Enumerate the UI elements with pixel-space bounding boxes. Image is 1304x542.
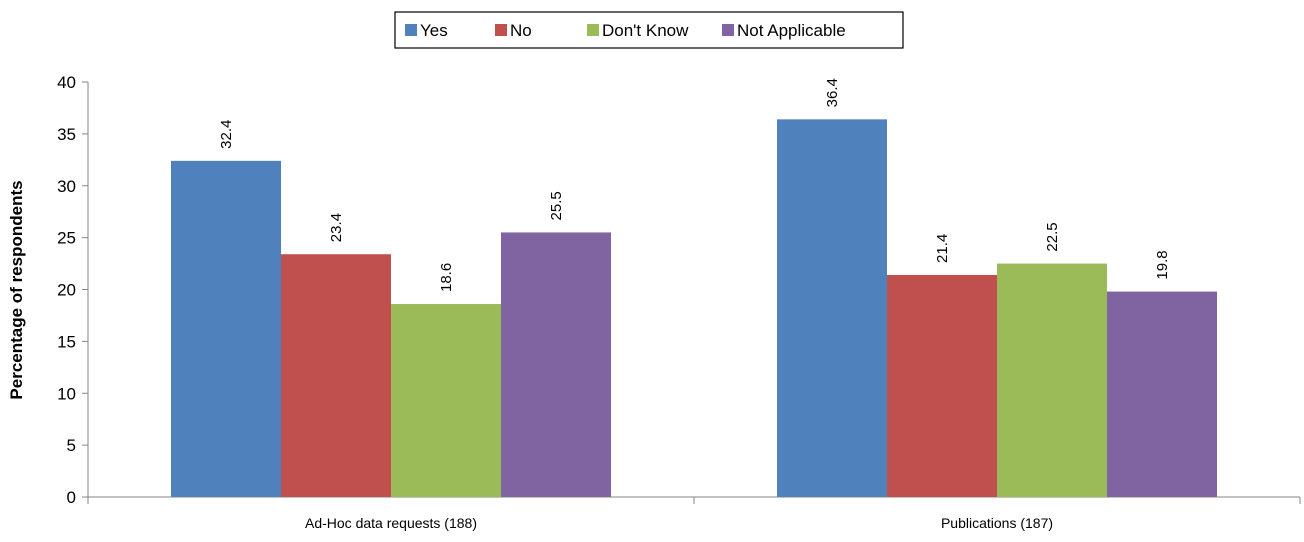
legend-label-no: No (510, 21, 532, 40)
legend: Yes No Don't Know Not Applicable (394, 11, 904, 49)
y-tick-label: 30 (57, 177, 76, 196)
data-labels: 32.4 23.4 18.6 25.5 36.4 21.4 22.5 19.8 (218, 78, 1171, 292)
y-tick-label: 20 (57, 281, 76, 300)
data-label-don-t-know-1: 18.6 (438, 263, 455, 292)
legend-label-not-applicable: Not Applicable (737, 21, 846, 40)
legend-box (394, 11, 904, 49)
y-tick-label: 40 (57, 73, 76, 92)
data-label-yes-2: 36.4 (824, 78, 841, 107)
legend-swatch-no (495, 24, 507, 36)
y-tick-label: 25 (57, 229, 76, 248)
data-label-not-applicable-1: 25.5 (548, 191, 565, 220)
x-category-label: Ad-Hoc data requests (188) (305, 515, 477, 531)
bar-not-applicable-2 (1107, 291, 1217, 497)
data-label-no-1: 23.4 (328, 213, 345, 242)
bar-no-2 (887, 274, 997, 497)
y-tick-label: 5 (67, 436, 76, 455)
y-axis-title: Percentage of respondents (7, 180, 26, 399)
bar-yes-1 (171, 160, 281, 497)
bars (171, 119, 1217, 497)
legend-label-don-t-know: Don't Know (602, 21, 689, 40)
y-axis: 0 5 10 15 20 25 30 35 40 (57, 73, 89, 507)
y-tick-label: 10 (57, 384, 76, 403)
y-tick-label: 15 (57, 332, 76, 351)
y-tick-label: 35 (57, 125, 76, 144)
bar-don-t-know-1 (391, 304, 501, 497)
legend-label-yes: Yes (420, 21, 448, 40)
bar-yes-2 (777, 119, 887, 497)
y-tick-label: 0 (67, 488, 76, 507)
x-category-label: Publications (187) (941, 515, 1053, 531)
x-axis: Ad-Hoc data requests (188) Publications (… (87, 496, 1301, 531)
bar-not-applicable-1 (501, 232, 611, 497)
data-label-don-t-know-2: 22.5 (1044, 222, 1061, 251)
legend-swatch-yes (405, 24, 417, 36)
legend-swatch-don-t-know (587, 24, 599, 36)
bar-no-1 (281, 254, 391, 497)
data-label-no-2: 21.4 (934, 234, 951, 263)
legend-swatch-not-applicable (722, 24, 734, 36)
data-label-not-applicable-2: 19.8 (1154, 250, 1171, 279)
bar-don-t-know-2 (997, 263, 1107, 497)
data-label-yes-1: 32.4 (218, 120, 235, 149)
